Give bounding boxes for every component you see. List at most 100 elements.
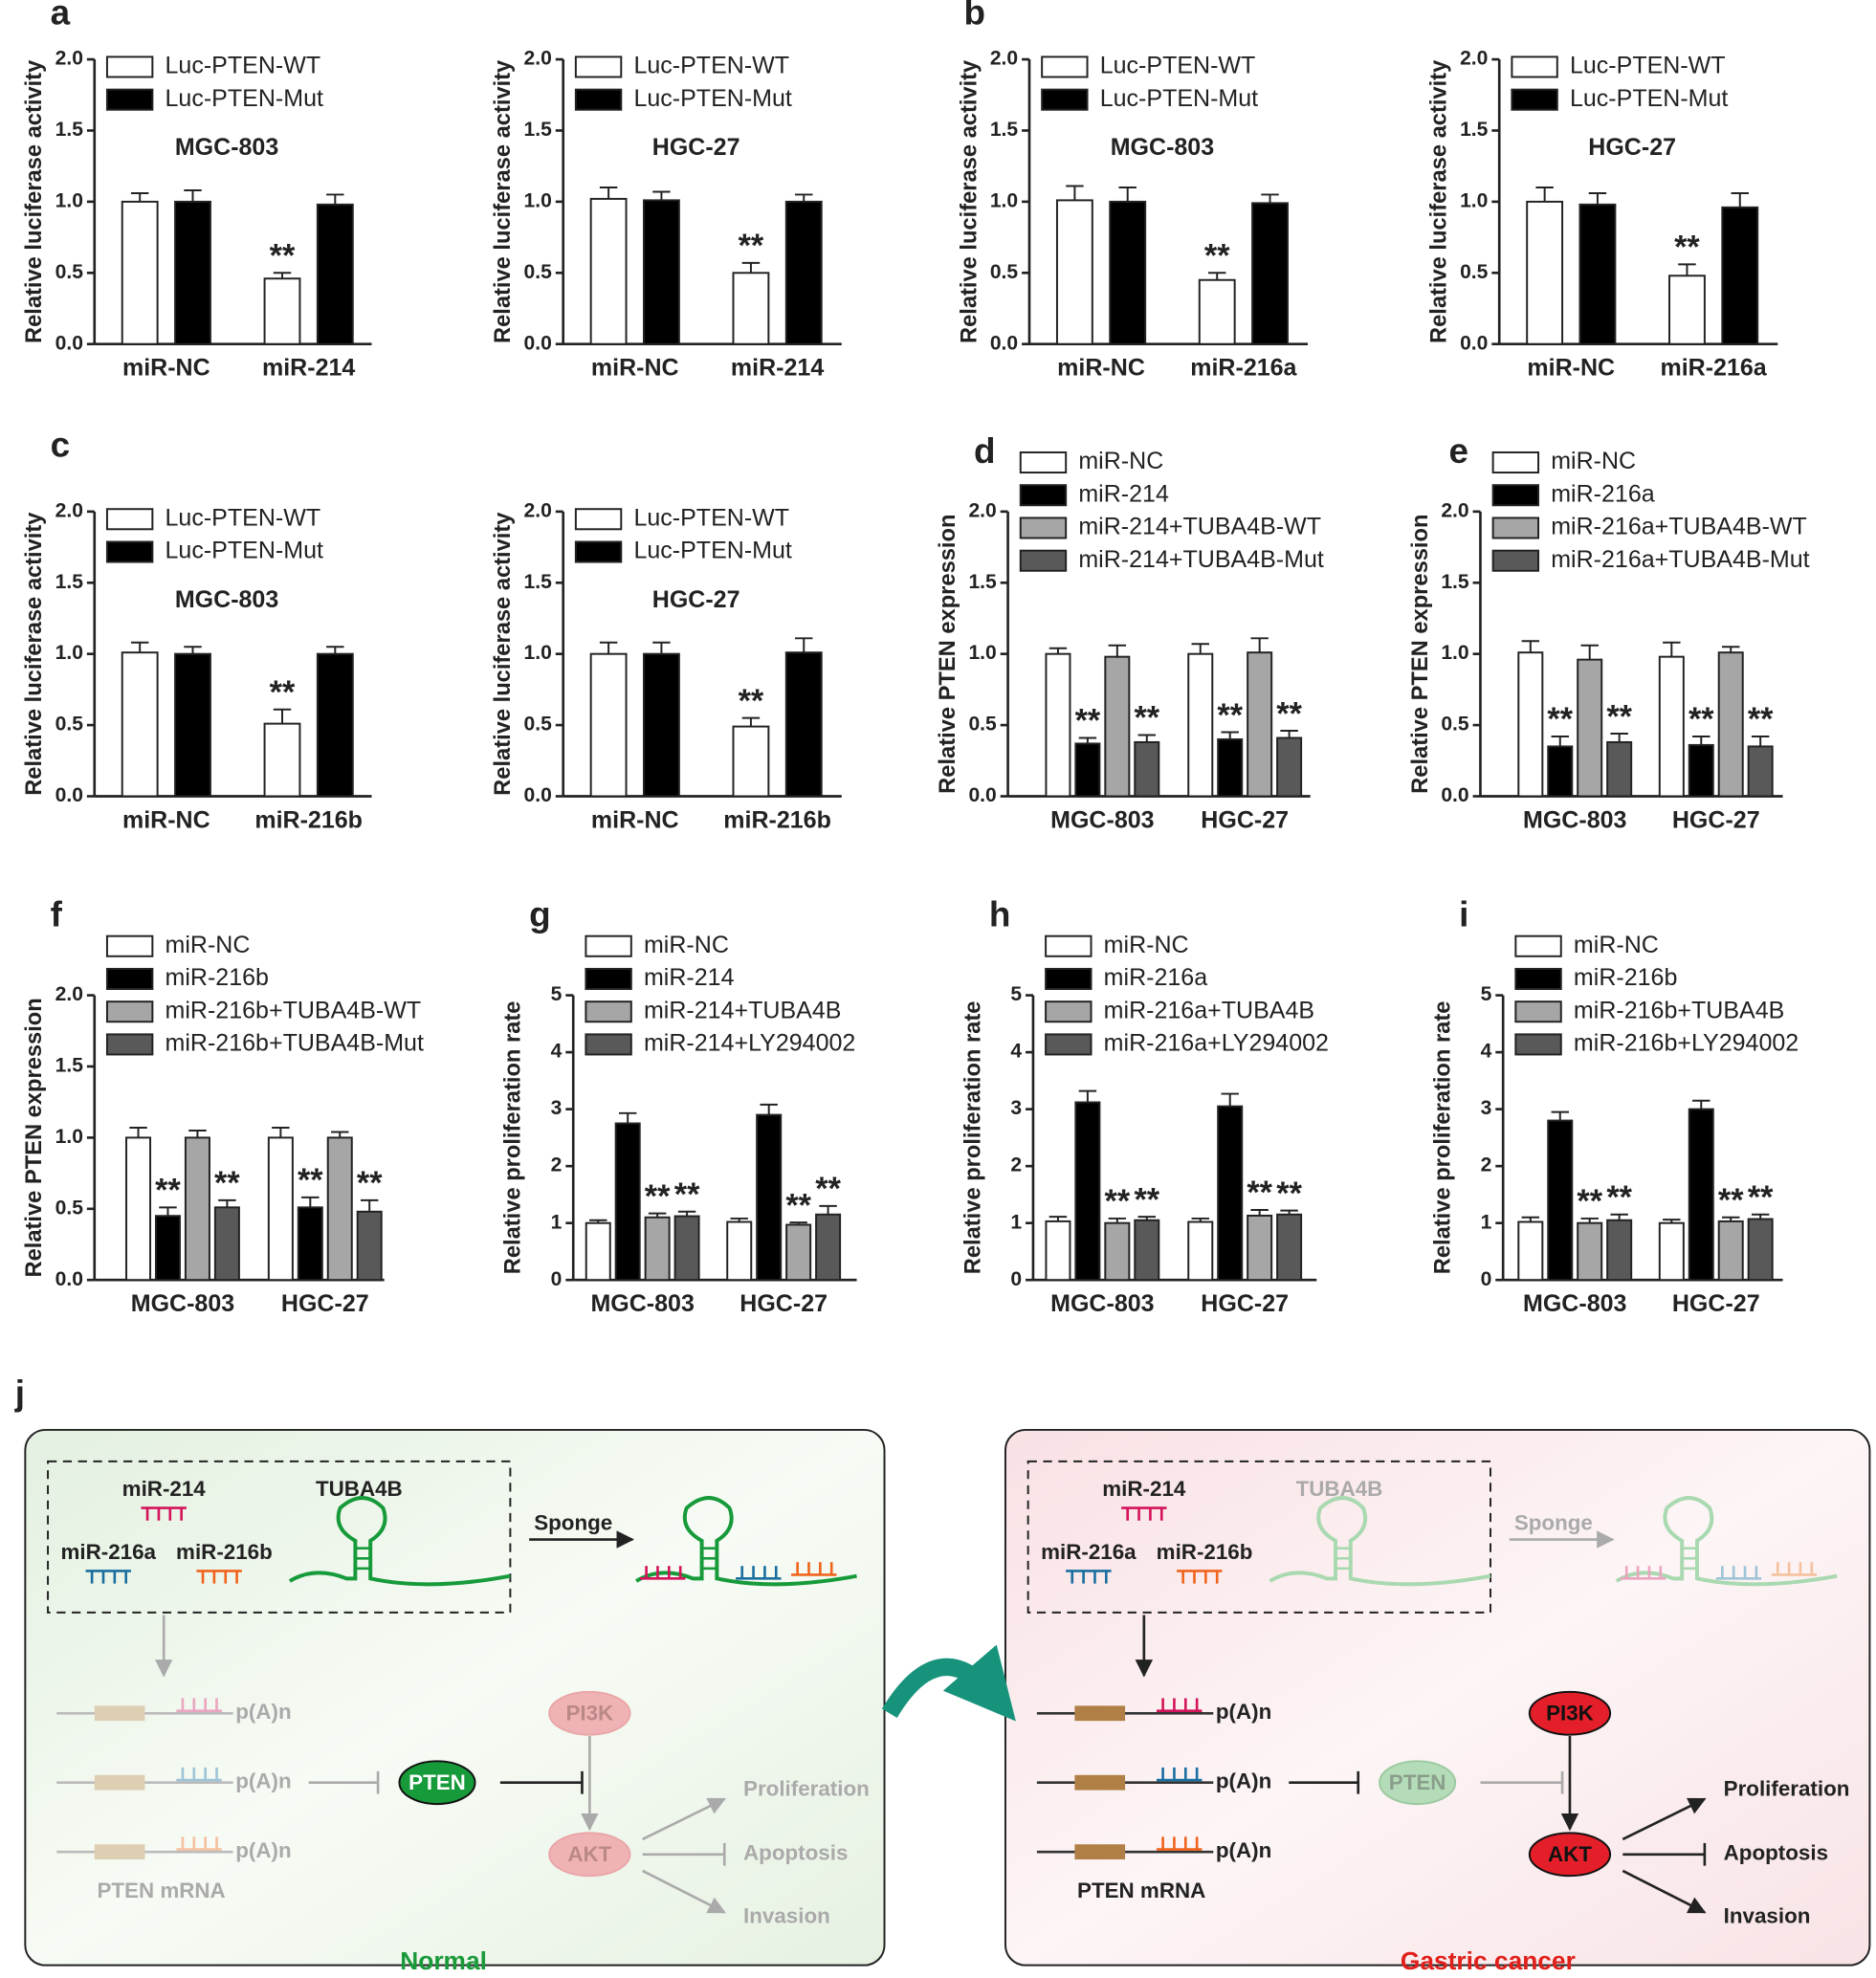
- panel-label: h: [989, 895, 1011, 934]
- y-tick-label: 0.5: [55, 261, 84, 283]
- significance: **: [1204, 238, 1230, 275]
- y-axis-label: Relative proliferation rate: [960, 1001, 985, 1275]
- bar: [614, 1122, 641, 1282]
- bar: [1747, 1218, 1774, 1282]
- bar: [121, 200, 159, 345]
- y-tick-label: 0.0: [524, 332, 552, 354]
- legend-label: miR-NC: [1574, 932, 1659, 958]
- bar: [174, 652, 211, 798]
- bar: [316, 203, 354, 345]
- significance: **: [1606, 1179, 1632, 1216]
- y-tick-label: 0.0: [55, 784, 83, 806]
- cds: [94, 1774, 145, 1791]
- y-tick-label: 1.5: [55, 119, 84, 141]
- significance: **: [1134, 1181, 1159, 1218]
- y-tick-label: 1.0: [55, 642, 83, 664]
- subtitle: MGC-803: [1111, 134, 1215, 161]
- y-tick-label: 1.5: [524, 571, 553, 593]
- diagram-label: PTEN mRNA: [97, 1879, 225, 1902]
- y-tick-label: 1.0: [524, 189, 552, 211]
- bar: [1074, 1101, 1101, 1282]
- significance: **: [1688, 701, 1714, 737]
- y-tick-label: 2.0: [55, 499, 83, 521]
- subtitle: MGC-803: [175, 134, 279, 161]
- pten-node: [398, 1760, 476, 1806]
- bar: [1688, 743, 1714, 798]
- x-tick-label: miR-216b: [254, 806, 363, 833]
- legend-swatch: [574, 88, 623, 111]
- y-tick-label: 2.0: [55, 983, 83, 1005]
- legend-swatch: [1514, 934, 1562, 957]
- x-tick-label: miR-214: [731, 355, 824, 382]
- x-tick-label: HGC-27: [739, 1290, 828, 1317]
- bar: [784, 200, 823, 345]
- tuba4b-rna: [1269, 1496, 1491, 1587]
- bar: [756, 1113, 783, 1282]
- bar: [1104, 655, 1131, 798]
- bar: [1134, 1219, 1160, 1282]
- bar: [673, 1215, 700, 1282]
- bar: [267, 1136, 294, 1282]
- legend-label: miR-216b+TUBA4B: [1574, 997, 1784, 1023]
- bar: [121, 651, 159, 798]
- significance: **: [155, 1173, 181, 1209]
- pi3k-node: [1528, 1690, 1612, 1736]
- y-tick-label: 2.0: [1460, 48, 1488, 70]
- y-tick-label: 0.0: [1441, 784, 1468, 806]
- y-tick-label: 1.5: [1460, 119, 1489, 141]
- pten-node: [1379, 1760, 1457, 1806]
- legend-swatch: [585, 1033, 632, 1056]
- legend-swatch: [1491, 549, 1540, 572]
- significance: **: [1247, 1175, 1272, 1211]
- x-tick-label: miR-NC: [122, 355, 210, 382]
- cds: [94, 1705, 145, 1722]
- tuba4b-rna: [1615, 1496, 1838, 1587]
- legend-swatch: [1041, 88, 1089, 111]
- legend-label: miR-NC: [1104, 932, 1189, 958]
- y-tick-label: 0: [1481, 1268, 1492, 1290]
- legend-swatch: [1511, 55, 1558, 78]
- significance: **: [357, 1165, 383, 1201]
- panel-label: j: [14, 1374, 25, 1413]
- bar: [184, 1136, 210, 1282]
- panel-title: Gastric cancer: [1401, 1946, 1576, 1975]
- y-tick-label: 1: [551, 1211, 563, 1233]
- y-tick-label: 1.0: [524, 642, 552, 664]
- legend-label: miR-216a+TUBA4B-Mut: [1551, 546, 1809, 573]
- legend-label: miR-NC: [644, 932, 729, 958]
- y-axis-label: Relative luciferase activity: [491, 512, 516, 796]
- legend-swatch: [105, 967, 154, 990]
- diagram-label: Invasion: [743, 1904, 830, 1928]
- bar: [642, 652, 680, 798]
- legend-swatch: [1491, 516, 1540, 539]
- legend-label: Luc-PTEN-Mut: [633, 538, 791, 564]
- legend-label: Luc-PTEN-Mut: [1570, 85, 1728, 112]
- significance: **: [1276, 695, 1302, 732]
- x-tick-label: HGC-27: [1201, 806, 1289, 833]
- legend-label: miR-216b: [166, 964, 269, 991]
- significance: **: [674, 1176, 700, 1213]
- significance: **: [270, 674, 296, 711]
- bar: [297, 1206, 323, 1282]
- legend-swatch: [105, 55, 154, 78]
- diagram-label: Proliferation: [743, 1777, 870, 1801]
- legend-label: miR-216a: [1104, 964, 1208, 991]
- y-tick-label: 0.5: [524, 714, 553, 736]
- y-tick-label: 3: [1010, 1097, 1022, 1119]
- y-tick-label: 1.5: [1441, 571, 1469, 593]
- diagram-label: miR-216b: [176, 1540, 273, 1564]
- diagram-label: AKT: [567, 1842, 611, 1866]
- diagram-label: Sponge: [534, 1511, 612, 1535]
- bar: [316, 652, 354, 798]
- x-tick-label: miR-216b: [723, 806, 831, 833]
- significance: **: [785, 1187, 811, 1223]
- x-tick-label: MGC-803: [1050, 806, 1155, 833]
- y-tick-label: 0.5: [968, 714, 997, 736]
- legend-swatch: [1511, 88, 1558, 111]
- y-axis-label: Relative luciferase activity: [491, 59, 516, 343]
- diagram-label: p(A)n: [235, 1838, 291, 1862]
- legend-label: Luc-PTEN-Mut: [1100, 85, 1258, 112]
- pi3k-node: [548, 1690, 631, 1736]
- legend-swatch: [105, 508, 154, 531]
- legend-label: Luc-PTEN-WT: [166, 53, 321, 79]
